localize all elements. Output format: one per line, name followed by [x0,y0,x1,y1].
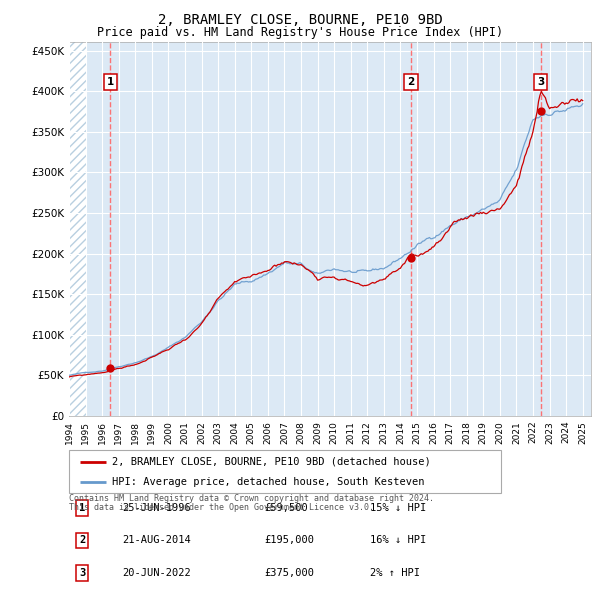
Text: £59,500: £59,500 [265,503,308,513]
Text: 2, BRAMLEY CLOSE, BOURNE, PE10 9BD (detached house): 2, BRAMLEY CLOSE, BOURNE, PE10 9BD (deta… [112,457,431,467]
Text: 3: 3 [537,77,544,87]
Text: 2: 2 [79,536,85,545]
Text: 25-JUN-1996: 25-JUN-1996 [122,503,191,513]
Text: 1: 1 [106,77,114,87]
Text: 2% ↑ HPI: 2% ↑ HPI [370,568,420,578]
Text: HPI: Average price, detached house, South Kesteven: HPI: Average price, detached house, Sout… [112,477,425,487]
Text: £195,000: £195,000 [265,536,314,545]
Bar [69,42,86,416]
Text: This data is licensed under the Open Government Licence v3.0.: This data is licensed under the Open Gov… [69,503,374,512]
Text: 16% ↓ HPI: 16% ↓ HPI [370,536,426,545]
Text: 3: 3 [79,568,85,578]
Text: 21-AUG-2014: 21-AUG-2014 [122,536,191,545]
Text: £375,000: £375,000 [265,568,314,578]
FancyBboxPatch shape [69,450,501,493]
Text: 2, BRAMLEY CLOSE, BOURNE, PE10 9BD: 2, BRAMLEY CLOSE, BOURNE, PE10 9BD [158,13,442,27]
Text: Price paid vs. HM Land Registry's House Price Index (HPI): Price paid vs. HM Land Registry's House … [97,26,503,39]
Text: 1: 1 [79,503,85,513]
Text: 20-JUN-2022: 20-JUN-2022 [122,568,191,578]
Text: 15% ↓ HPI: 15% ↓ HPI [370,503,426,513]
Text: Contains HM Land Registry data © Crown copyright and database right 2024.: Contains HM Land Registry data © Crown c… [69,494,434,503]
Text: 2: 2 [407,77,415,87]
